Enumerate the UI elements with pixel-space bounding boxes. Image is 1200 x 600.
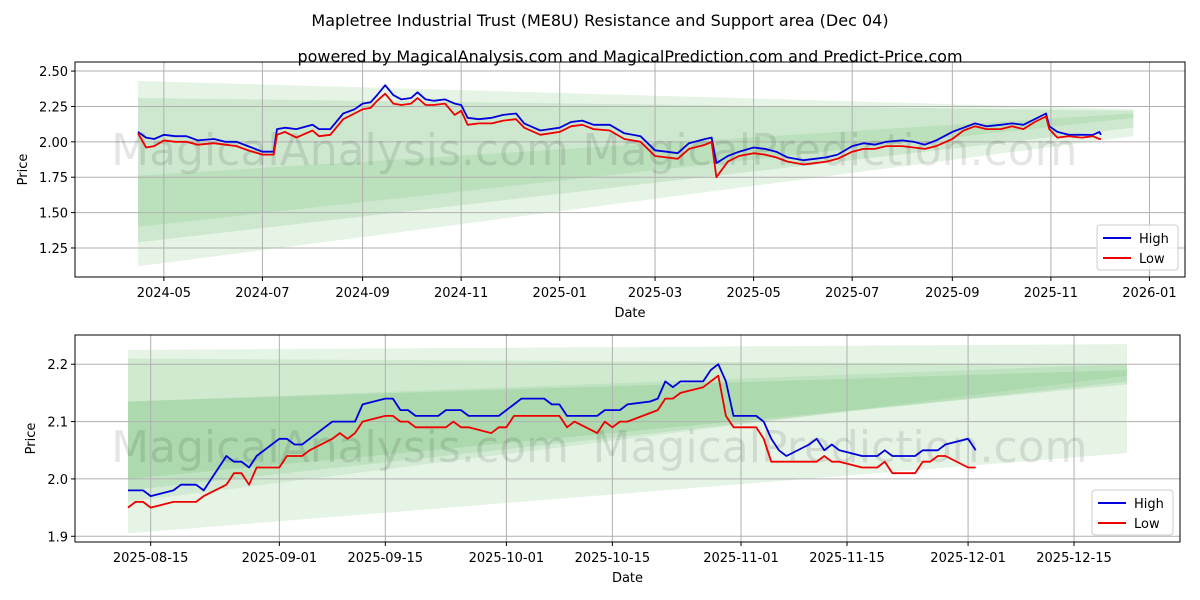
y-tick-label: 1.50 — [39, 207, 68, 222]
x-tick-label: 2025-03 — [628, 286, 682, 301]
plot-frame — [74, 334, 1181, 543]
legend-label-high: High — [1134, 497, 1164, 512]
y-tick-label: 1.25 — [39, 242, 68, 257]
x-tick-label: 2024-09 — [335, 286, 389, 301]
watermark: MagicalPrediction.com — [593, 422, 1088, 473]
y-tick-label: 1.9 — [47, 530, 68, 545]
series-line-high — [128, 363, 977, 497]
x-tick-label: 2025-07 — [825, 286, 879, 301]
legend-label-high: High — [1139, 232, 1169, 247]
y-tick-label: 2.00 — [39, 136, 68, 151]
legend-label-low: Low — [1134, 517, 1160, 532]
x-axis-label: Date — [614, 306, 645, 321]
y-axis-label: Price — [16, 154, 31, 186]
x-tick-label: 2024-07 — [235, 286, 289, 301]
y-tick-label: 2.25 — [39, 100, 68, 115]
y-tick-label: 1.75 — [39, 171, 68, 186]
x-tick-label: 2025-09-15 — [348, 551, 424, 566]
y-tick-label: 2.1 — [47, 416, 68, 431]
x-tick-label: 2025-11 — [1024, 286, 1078, 301]
x-tick-label: 2026-01 — [1122, 286, 1176, 301]
y-tick-label: 2.0 — [47, 473, 68, 488]
x-tick-label: 2025-10-01 — [469, 551, 545, 566]
x-tick-label: 2025-05 — [726, 286, 780, 301]
legend: High Low — [1096, 224, 1179, 271]
x-tick-label: 2025-08-15 — [113, 551, 189, 566]
series-line-low — [127, 374, 976, 509]
watermark: MagicalPrediction.com — [583, 125, 1078, 176]
x-tick-label: 2025-11-15 — [809, 551, 885, 566]
support-resistance-band — [127, 344, 1128, 534]
x-tick-label: 2025-09-01 — [242, 551, 318, 566]
x-axis-label: Date — [612, 571, 643, 586]
series-line-low — [137, 92, 1101, 179]
x-tick-label: 2025-12-01 — [930, 551, 1006, 566]
y-tick-label: 2.50 — [39, 65, 68, 80]
top-chart-title: powered by MagicalAnalysis.com and Magic… — [297, 47, 962, 66]
x-tick-label: 2025-10-15 — [575, 551, 651, 566]
x-tick-label: 2024-11 — [434, 286, 488, 301]
legend-label-low: Low — [1139, 252, 1165, 267]
support-resistance-band — [127, 364, 1128, 502]
x-tick-label: 2025-11-01 — [703, 551, 779, 566]
x-tick-label: 2025-09 — [925, 286, 979, 301]
y-axis-label: Price — [24, 423, 39, 455]
y-tick-label: 2.2 — [47, 358, 68, 373]
legend: High Low — [1091, 489, 1174, 536]
plot-frame — [74, 61, 1186, 278]
support-resistance-band — [138, 97, 1134, 243]
watermark: MagicalAnalysis.com — [111, 125, 569, 176]
figure-title: Mapletree Industrial Trust (ME8U) Resist… — [311, 11, 888, 30]
x-tick-label: 2025-01 — [533, 286, 587, 301]
bottom-chart: 1.9 2.0 2.1 2.2 2025-08-15 2025-09-01 2025-09-… — [24, 334, 1181, 586]
support-resistance-band — [127, 369, 1128, 479]
top-chart: 1.25 1.50 1.75 2.00 2.25 2.50 2024-05 2024-07 20… — [16, 61, 1186, 321]
support-resistance-band — [138, 80, 1134, 267]
series-line-high — [137, 84, 1102, 164]
x-tick-label: 2025-12-15 — [1036, 551, 1112, 566]
x-tick-label: 2024-05 — [137, 286, 191, 301]
watermark: MagicalAnalysis.com — [111, 422, 569, 473]
support-resistance-band — [127, 358, 1128, 491]
